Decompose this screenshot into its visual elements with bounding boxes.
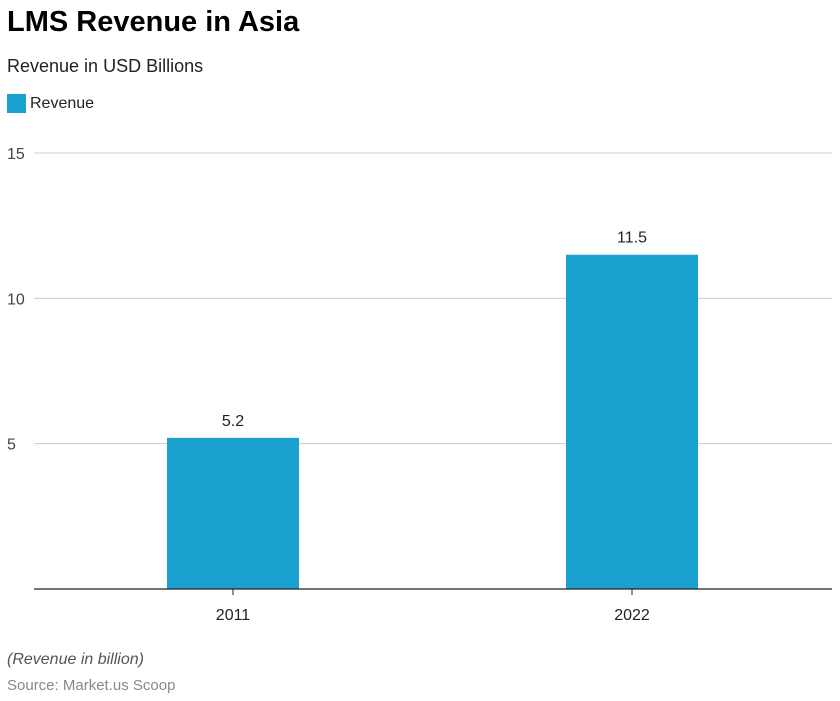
x-tick-label: 2011 — [216, 607, 251, 624]
bar-2011 — [167, 437, 299, 589]
x-tick-label: 2022 — [614, 607, 650, 624]
data-label: 11.5 — [617, 230, 647, 247]
data-label: 5.2 — [222, 413, 244, 430]
bar-2022 — [566, 254, 698, 589]
chart-subtitle: Revenue in USD Billions — [7, 56, 204, 76]
legend-label: Revenue — [30, 94, 95, 112]
chart-source: Source: Market.us Scoop — [7, 677, 176, 694]
legend: Revenue — [7, 94, 94, 113]
y-tick-label: 15 — [7, 146, 25, 163]
chart-note: (Revenue in billion) — [7, 651, 144, 668]
y-tick-label: 5 — [7, 437, 16, 454]
legend-swatch — [7, 94, 26, 113]
y-tick-label: 10 — [7, 291, 25, 308]
chart-title: LMS Revenue in Asia — [7, 6, 300, 38]
